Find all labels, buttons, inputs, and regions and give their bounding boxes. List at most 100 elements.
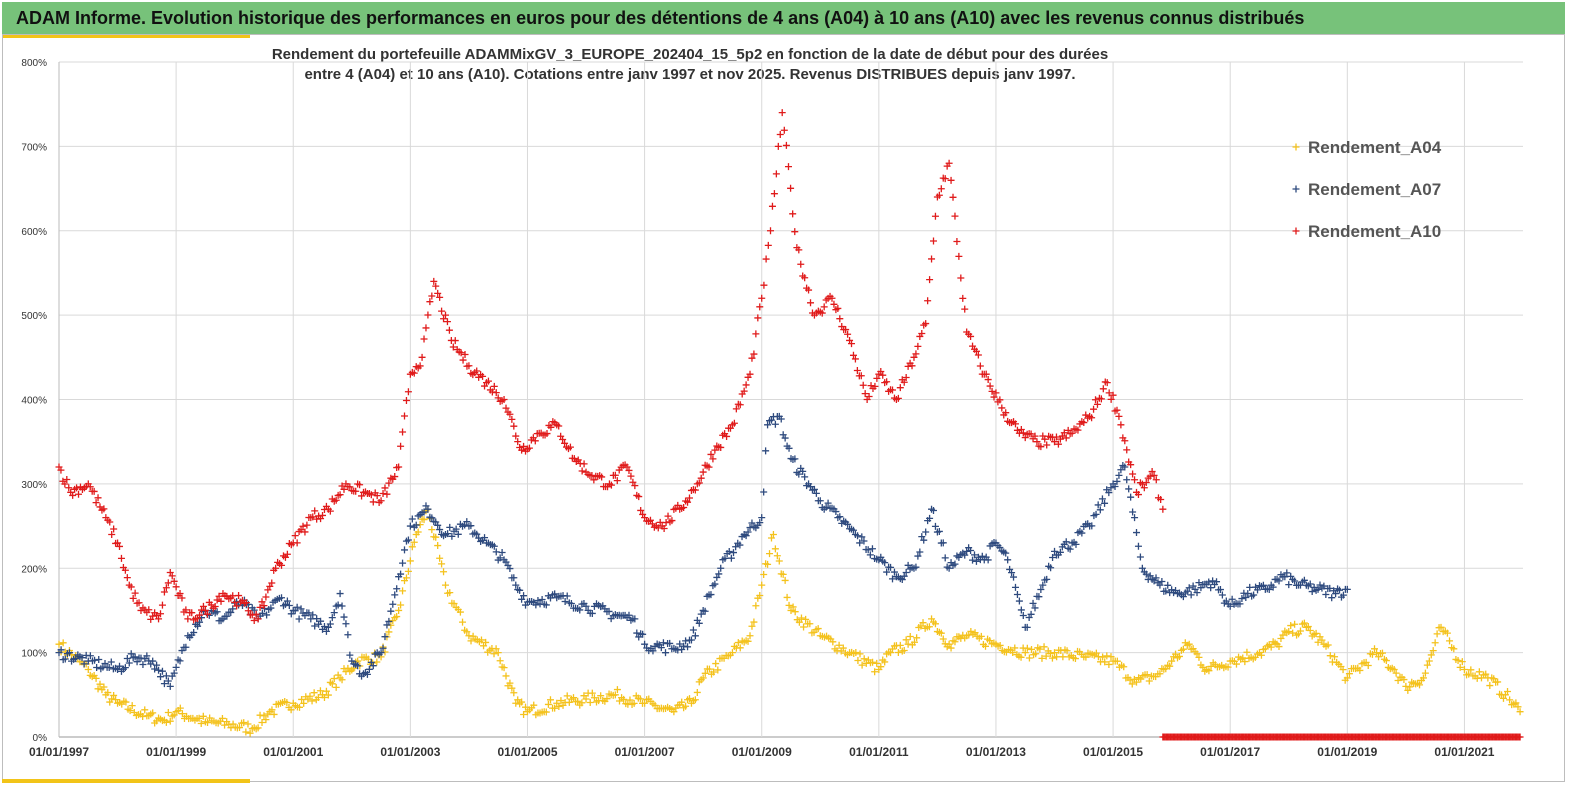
data-point-rendement-a04 bbox=[1243, 648, 1251, 656]
data-point-rendement-a07 bbox=[1008, 569, 1016, 577]
data-point-rendement-a04 bbox=[856, 650, 864, 658]
data-point-rendement-a10 bbox=[410, 369, 418, 377]
data-point-rendement-a10 bbox=[611, 471, 619, 479]
data-point-rendement-a07 bbox=[473, 530, 481, 538]
data-point-rendement-a10 bbox=[547, 423, 555, 431]
data-point-rendement-a10 bbox=[902, 374, 910, 382]
data-point-rendement-a07 bbox=[941, 554, 949, 562]
data-point-rendement-a07 bbox=[1185, 584, 1193, 592]
data-point-rendement-a10 bbox=[131, 589, 139, 597]
data-point-rendement-a04 bbox=[104, 689, 112, 697]
data-point-rendement-a07 bbox=[1125, 485, 1133, 493]
data-point-rendement-a04 bbox=[1460, 666, 1468, 673]
data-point-rendement-a04 bbox=[1143, 671, 1151, 679]
data-point-rendement-a07 bbox=[342, 620, 350, 628]
data-point-rendement-a04 bbox=[1025, 654, 1033, 662]
data-point-rendement-a04 bbox=[887, 649, 895, 657]
data-point-rendement-a10 bbox=[457, 349, 465, 357]
data-point-rendement-a10 bbox=[957, 274, 965, 282]
x-tick-label: 01/01/2007 bbox=[615, 745, 675, 759]
data-point-rendement-a10 bbox=[992, 389, 1000, 397]
data-point-rendement-a07 bbox=[1193, 589, 1201, 597]
data-point-rendement-a07 bbox=[758, 514, 766, 522]
title-banner: ADAM Informe. Evolution historique des p… bbox=[2, 2, 1565, 34]
data-point-rendement-a10 bbox=[656, 518, 664, 526]
data-point-rendement-a07 bbox=[1105, 489, 1113, 497]
data-point-rendement-a07 bbox=[854, 532, 862, 540]
data-point-rendement-a10 bbox=[1043, 441, 1051, 449]
data-point-rendement-a04 bbox=[925, 623, 933, 631]
data-point-rendement-a10 bbox=[145, 606, 153, 614]
data-point-rendement-a10 bbox=[561, 439, 569, 447]
data-point-rendement-a07 bbox=[1308, 588, 1316, 596]
data-point-rendement-a10 bbox=[723, 432, 731, 440]
data-point-rendement-a04 bbox=[1356, 666, 1364, 674]
data-point-rendement-a10 bbox=[525, 444, 533, 452]
data-point-rendement-a07 bbox=[849, 526, 857, 534]
data-point-rendement-a07 bbox=[158, 667, 166, 675]
data-point-rendement-a10 bbox=[1127, 461, 1135, 469]
data-point-rendement-a07 bbox=[744, 528, 752, 536]
data-point-rendement-a04 bbox=[620, 695, 628, 703]
data-point-rendement-a10 bbox=[162, 584, 170, 592]
data-point-rendement-a10 bbox=[865, 392, 873, 400]
data-point-rendement-a07 bbox=[844, 520, 852, 528]
data-point-rendement-a07 bbox=[446, 523, 454, 531]
data-point-rendement-a07 bbox=[1339, 591, 1347, 599]
data-point-rendement-a07 bbox=[868, 545, 876, 553]
data-point-rendement-a04 bbox=[408, 543, 416, 551]
data-point-rendement-a07 bbox=[125, 659, 133, 667]
data-point-rendement-a10 bbox=[432, 282, 440, 290]
data-point-rendement-a07 bbox=[1101, 499, 1109, 507]
data-point-rendement-a10 bbox=[929, 237, 937, 245]
data-point-rendement-a10 bbox=[1031, 432, 1039, 440]
data-point-rendement-a04 bbox=[296, 703, 304, 711]
data-point-rendement-a04 bbox=[112, 696, 120, 704]
data-point-rendement-a10 bbox=[559, 435, 567, 443]
data-point-rendement-a07 bbox=[250, 606, 258, 614]
data-point-rendement-a10 bbox=[685, 494, 693, 502]
data-point-rendement-a07 bbox=[387, 607, 395, 615]
data-point-rendement-a10 bbox=[580, 460, 588, 468]
data-point-rendement-a10 bbox=[108, 530, 116, 538]
data-point-rendement-a07 bbox=[1213, 578, 1221, 586]
data-point-rendement-a10 bbox=[795, 246, 803, 254]
data-point-rendement-a07 bbox=[1285, 581, 1293, 589]
data-point-rendement-a04 bbox=[402, 574, 410, 582]
data-point-rendement-a04 bbox=[110, 691, 118, 699]
page-title: ADAM Informe. Evolution historique des p… bbox=[16, 8, 1305, 28]
data-point-rendement-a07 bbox=[379, 644, 387, 652]
data-point-rendement-a10 bbox=[1117, 421, 1125, 429]
data-point-rendement-a04 bbox=[1421, 669, 1429, 677]
data-point-rendement-a10 bbox=[961, 305, 969, 313]
data-point-rendement-a10 bbox=[258, 598, 266, 606]
data-point-rendement-a07 bbox=[1011, 583, 1019, 591]
data-point-rendement-a04 bbox=[235, 724, 243, 732]
data-point-rendement-a10 bbox=[1041, 435, 1049, 443]
data-point-rendement-a04 bbox=[1042, 652, 1050, 660]
data-point-rendement-a07 bbox=[1265, 585, 1273, 593]
data-point-rendement-a10 bbox=[857, 372, 865, 380]
data-point-rendement-a04 bbox=[758, 581, 766, 589]
data-point-rendement-a07 bbox=[516, 586, 524, 594]
data-point-rendement-a10 bbox=[422, 324, 430, 332]
data-point-rendement-a04 bbox=[1287, 622, 1295, 630]
data-point-rendement-a04 bbox=[1172, 650, 1180, 658]
data-point-rendement-a07 bbox=[1035, 593, 1043, 601]
data-point-rendement-a07 bbox=[267, 604, 275, 612]
data-point-rendement-a04 bbox=[937, 629, 945, 637]
data-point-rendement-a07 bbox=[567, 599, 575, 607]
data-point-rendement-a07 bbox=[1115, 471, 1123, 479]
data-point-rendement-a04 bbox=[1038, 654, 1046, 662]
data-point-rendement-a07 bbox=[877, 553, 885, 561]
data-point-rendement-a07 bbox=[727, 554, 735, 562]
data-point-rendement-a04 bbox=[428, 526, 436, 534]
data-point-rendement-a10 bbox=[340, 485, 348, 493]
data-point-rendement-a04 bbox=[881, 658, 889, 666]
data-point-rendement-a07 bbox=[190, 629, 198, 637]
data-point-rendement-a04 bbox=[399, 587, 407, 595]
data-point-rendement-a04 bbox=[1082, 653, 1090, 661]
data-point-rendement-a04 bbox=[1128, 680, 1136, 688]
data-point-rendement-a10 bbox=[106, 518, 114, 526]
data-point-rendement-a07 bbox=[496, 554, 504, 562]
